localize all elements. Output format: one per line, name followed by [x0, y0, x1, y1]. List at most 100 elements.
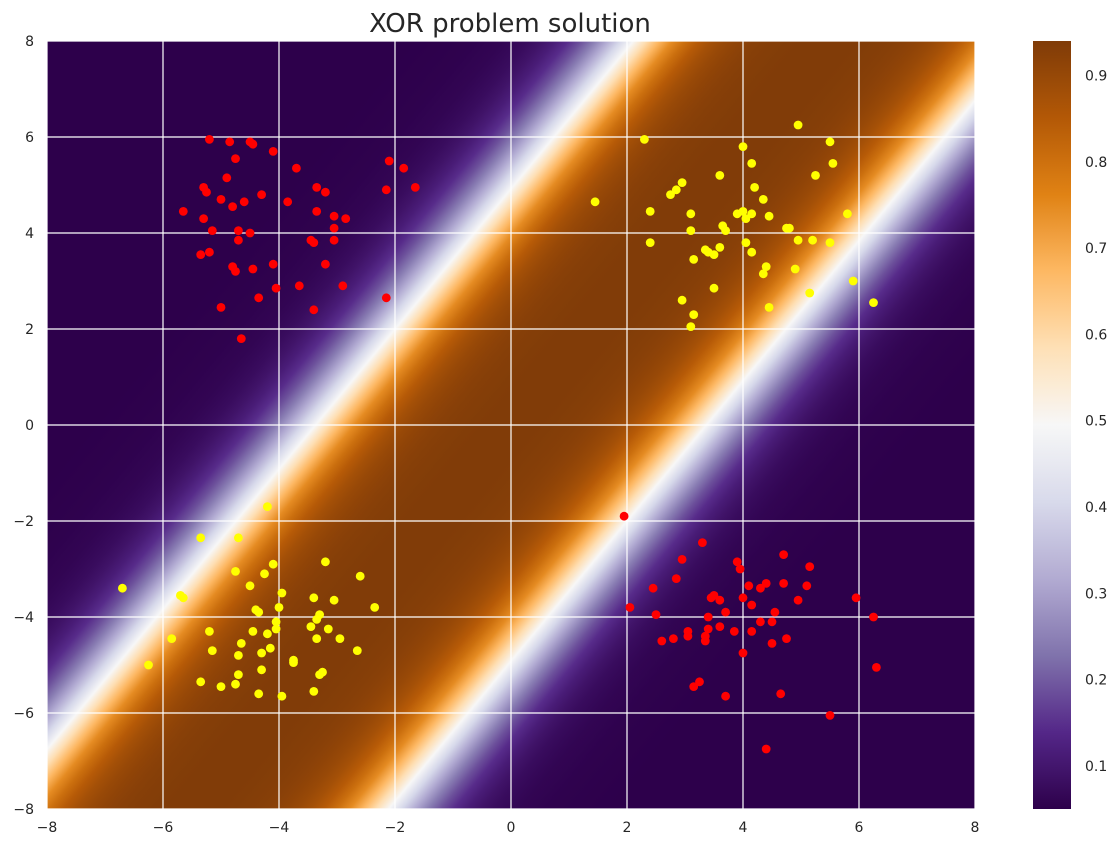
point-yellow [645, 238, 655, 248]
point-yellow [257, 665, 266, 675]
point-yellow [825, 137, 835, 147]
y-axis-ticks: 8 6 4 2 0 −2 −4 −6 −8 [13, 34, 34, 818]
point-red [729, 627, 739, 636]
x-tick-label: 4 [739, 820, 748, 836]
x-axis-ticks: −8 −6 −4 −2 0 2 4 6 8 [37, 820, 980, 836]
point-yellow [260, 569, 269, 579]
colorbar-tick-label: 0.1 [1085, 759, 1107, 775]
point-red [625, 603, 635, 612]
point-yellow [869, 298, 878, 307]
point-yellow [234, 533, 243, 543]
point-red [228, 202, 238, 212]
point-red [268, 147, 278, 156]
point-yellow [370, 603, 380, 612]
point-red [312, 207, 322, 216]
point-yellow [709, 250, 719, 259]
point-red [747, 600, 757, 610]
point-yellow [205, 627, 214, 636]
point-yellow [709, 283, 719, 293]
colorbar-tick-label: 0.5 [1085, 414, 1107, 430]
point-red [851, 593, 861, 603]
point-yellow [329, 595, 339, 605]
point-yellow [167, 634, 177, 643]
point-red [805, 562, 815, 571]
point-yellow [790, 264, 800, 274]
point-yellow [671, 185, 681, 195]
point-red [196, 250, 206, 259]
point-yellow [309, 593, 319, 603]
point-yellow [825, 238, 835, 248]
point-yellow [355, 571, 365, 581]
colorbar-tick-label: 0.3 [1085, 586, 1107, 602]
point-yellow [686, 226, 696, 236]
point-red [721, 607, 730, 617]
point-red [384, 156, 394, 166]
point-red [825, 711, 835, 720]
point-red [695, 677, 704, 687]
point-yellow [715, 171, 725, 180]
point-red [671, 574, 681, 583]
point-yellow [747, 247, 757, 257]
point-red [744, 581, 754, 591]
x-tick-label: −8 [37, 820, 58, 836]
grid [46, 40, 976, 810]
point-yellow [741, 214, 751, 224]
point-red [802, 581, 812, 591]
point-red [268, 259, 278, 269]
point-yellow [268, 559, 278, 569]
colorbar-tick-label: 0.6 [1085, 327, 1107, 343]
point-red [735, 564, 745, 574]
point-red [715, 595, 725, 605]
point-red [767, 639, 777, 648]
point-red [329, 211, 339, 221]
point-red [738, 648, 748, 658]
point-yellow [257, 648, 266, 658]
point-red [669, 634, 678, 643]
point-red [779, 550, 788, 559]
data-points [118, 120, 881, 754]
point-yellow [758, 195, 768, 204]
point-red [329, 235, 339, 245]
x-tick-label: −6 [153, 820, 174, 836]
point-red [869, 612, 878, 622]
point-red [677, 555, 687, 564]
point-yellow [805, 288, 815, 298]
point-yellow [196, 533, 206, 543]
point-red [202, 187, 211, 197]
point-red [245, 228, 255, 238]
point-yellow [761, 262, 771, 271]
point-yellow [811, 171, 820, 180]
point-red [205, 135, 214, 144]
point-yellow [808, 235, 817, 245]
point-yellow [118, 583, 127, 593]
point-yellow [263, 629, 272, 639]
point-red [321, 187, 330, 197]
point-yellow [352, 646, 362, 655]
chart-title: XOR problem solution [369, 9, 651, 39]
point-red [700, 636, 710, 646]
y-tick-label: 2 [25, 322, 34, 338]
x-tick-label: 2 [623, 820, 632, 836]
point-red [231, 154, 240, 164]
point-red [776, 689, 786, 699]
point-yellow [231, 679, 240, 689]
point-yellow [323, 624, 333, 634]
point-yellow [178, 593, 188, 603]
point-yellow [274, 603, 284, 612]
point-yellow [312, 615, 322, 624]
point-yellow [236, 639, 246, 648]
point-yellow [248, 627, 258, 636]
point-yellow [689, 310, 699, 319]
point-red [706, 593, 716, 603]
point-yellow [234, 670, 243, 679]
point-red [767, 617, 777, 627]
point-red [689, 682, 699, 691]
point-red [216, 195, 226, 204]
point-red [703, 612, 713, 622]
point-yellow [738, 142, 748, 152]
point-yellow [793, 235, 803, 245]
x-tick-label: −2 [385, 820, 406, 836]
point-yellow [271, 617, 281, 627]
point-yellow [216, 682, 226, 691]
point-red [381, 293, 391, 303]
